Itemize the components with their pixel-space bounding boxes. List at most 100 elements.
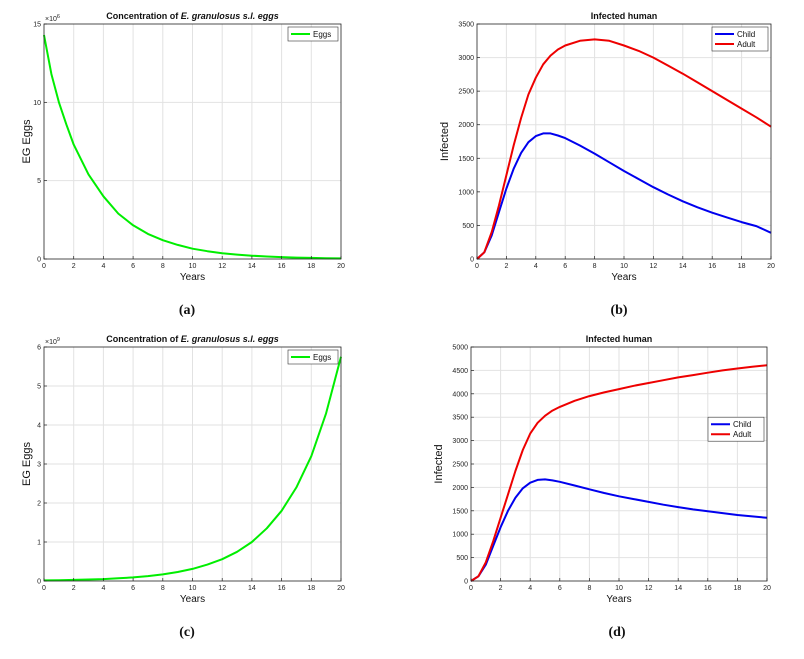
y-tick-label: 1000: [452, 532, 468, 539]
series-line-eggs: [43, 356, 342, 582]
y-tick-label: 2500: [452, 462, 468, 469]
x-tick-label: 2: [504, 263, 508, 270]
x-tick-label: 10: [189, 585, 197, 592]
y-tick-label: 0: [464, 579, 468, 586]
y-tick-label: 3000: [458, 55, 474, 62]
x-tick-label: 6: [131, 263, 135, 270]
panel-b-chart: 0 2 4 6 8 10 12 14 16 18 20 0 500 1000 1500 2000 2500 300…: [439, 11, 775, 283]
x-tick-label: 2: [72, 585, 76, 592]
y-tick-label: 500: [462, 223, 474, 230]
chart-title-species: E. granulosus s.l. eggs: [181, 11, 279, 21]
y-tick-label: 4500: [452, 368, 468, 375]
y-tick-label: 1500: [458, 156, 474, 163]
x-tick-label: 20: [763, 585, 771, 592]
y-tick-label: 3000: [452, 438, 468, 445]
x-tick-label: 18: [738, 263, 746, 270]
chart-title-species: E. granulosus s.l. eggs: [181, 334, 279, 344]
grid-lines: [44, 24, 341, 259]
y-tick-label: 0: [37, 257, 41, 264]
caption-d: (d): [608, 625, 626, 640]
chart-title: Infected human: [586, 334, 653, 344]
x-tick-label: 16: [278, 585, 286, 592]
legend-box: [287, 349, 339, 365]
chart-title: Concentration of E. granulosus s.l. eggs: [106, 334, 279, 344]
x-tick-label: 20: [337, 585, 345, 592]
x-tick-label: 0: [475, 263, 479, 270]
x-tick-label: 2: [72, 263, 76, 270]
y-axis-label: EG Eggs: [21, 119, 33, 164]
y-tick-label: 3: [37, 462, 41, 469]
chart-title: Infected human: [591, 11, 658, 21]
y-tick-label: 1: [37, 540, 41, 547]
x-tick-label: 14: [248, 263, 256, 270]
x-tick-label: 8: [593, 263, 597, 270]
caption-c: (c): [179, 625, 195, 640]
y-axis-label: EG Eggs: [21, 441, 33, 486]
x-tick-label: 4: [528, 585, 532, 592]
y-tick-label: 2000: [452, 485, 468, 492]
legend-label-adult: Adult: [737, 40, 756, 49]
y-exponent-power: 9: [57, 337, 60, 343]
x-tick-label: 16: [704, 585, 712, 592]
y-tick-label: 3500: [452, 415, 468, 422]
legend-box: [707, 416, 765, 442]
y-tick-label: 500: [456, 555, 468, 562]
x-tick-label: 12: [645, 585, 653, 592]
y-tick-label: 0: [37, 579, 41, 586]
legend-label-child: Child: [737, 30, 755, 39]
series-line-adult: [476, 38, 772, 260]
legend-label-eggs: Eggs: [313, 353, 331, 362]
x-axis-label: Years: [606, 594, 631, 605]
y-exponent-base: ×10: [45, 339, 57, 346]
y-tick-label: 2: [37, 501, 41, 508]
legend-label-eggs: Eggs: [313, 30, 331, 39]
y-exponent-label: ×106: [45, 14, 60, 23]
x-tick-label: 4: [534, 263, 538, 270]
y-exponent-label: ×109: [45, 337, 60, 346]
legend-label-adult: Adult: [733, 430, 752, 439]
x-tick-label: 0: [469, 585, 473, 592]
series-line-child: [470, 478, 768, 582]
chart-title-prefix: Concentration of: [106, 11, 179, 21]
y-tick-label: 5: [37, 384, 41, 391]
y-tick-label: 2000: [458, 122, 474, 129]
x-tick-label: 18: [307, 263, 315, 270]
y-tick-label: 1500: [452, 508, 468, 515]
x-tick-label: 18: [307, 585, 315, 592]
y-tick-label: 10: [33, 100, 41, 107]
y-exponent-power: 6: [57, 14, 60, 20]
x-tick-label: 10: [189, 263, 197, 270]
x-tick-label: 4: [101, 263, 105, 270]
x-axis-label: Years: [180, 272, 205, 283]
x-tick-label: 8: [161, 263, 165, 270]
x-tick-label: 10: [620, 263, 628, 270]
y-tick-label: 2500: [458, 89, 474, 96]
y-tick-label: 3500: [458, 22, 474, 29]
y-exponent-base: ×10: [45, 16, 57, 23]
y-tick-label: 5: [37, 178, 41, 185]
x-tick-label: 4: [101, 585, 105, 592]
y-tick-label: 6: [37, 345, 41, 352]
x-tick-label: 18: [734, 585, 742, 592]
x-axis-label: Years: [180, 594, 205, 605]
legend-label-child: Child: [733, 420, 751, 429]
x-tick-label: 8: [161, 585, 165, 592]
x-tick-label: 2: [499, 585, 503, 592]
x-tick-label: 6: [131, 585, 135, 592]
y-tick-label: 5000: [452, 345, 468, 352]
x-axis-label: Years: [611, 272, 636, 283]
y-tick-label: 0: [470, 257, 474, 264]
legend-box: [711, 26, 769, 52]
x-tick-label: 12: [218, 585, 226, 592]
legend: Eggs: [287, 349, 339, 365]
y-axis-label: Infected: [439, 122, 451, 161]
grid-lines: [44, 347, 341, 581]
x-tick-label: 8: [587, 585, 591, 592]
y-tick-label: 4000: [452, 391, 468, 398]
y-tick-label: 15: [33, 22, 41, 29]
